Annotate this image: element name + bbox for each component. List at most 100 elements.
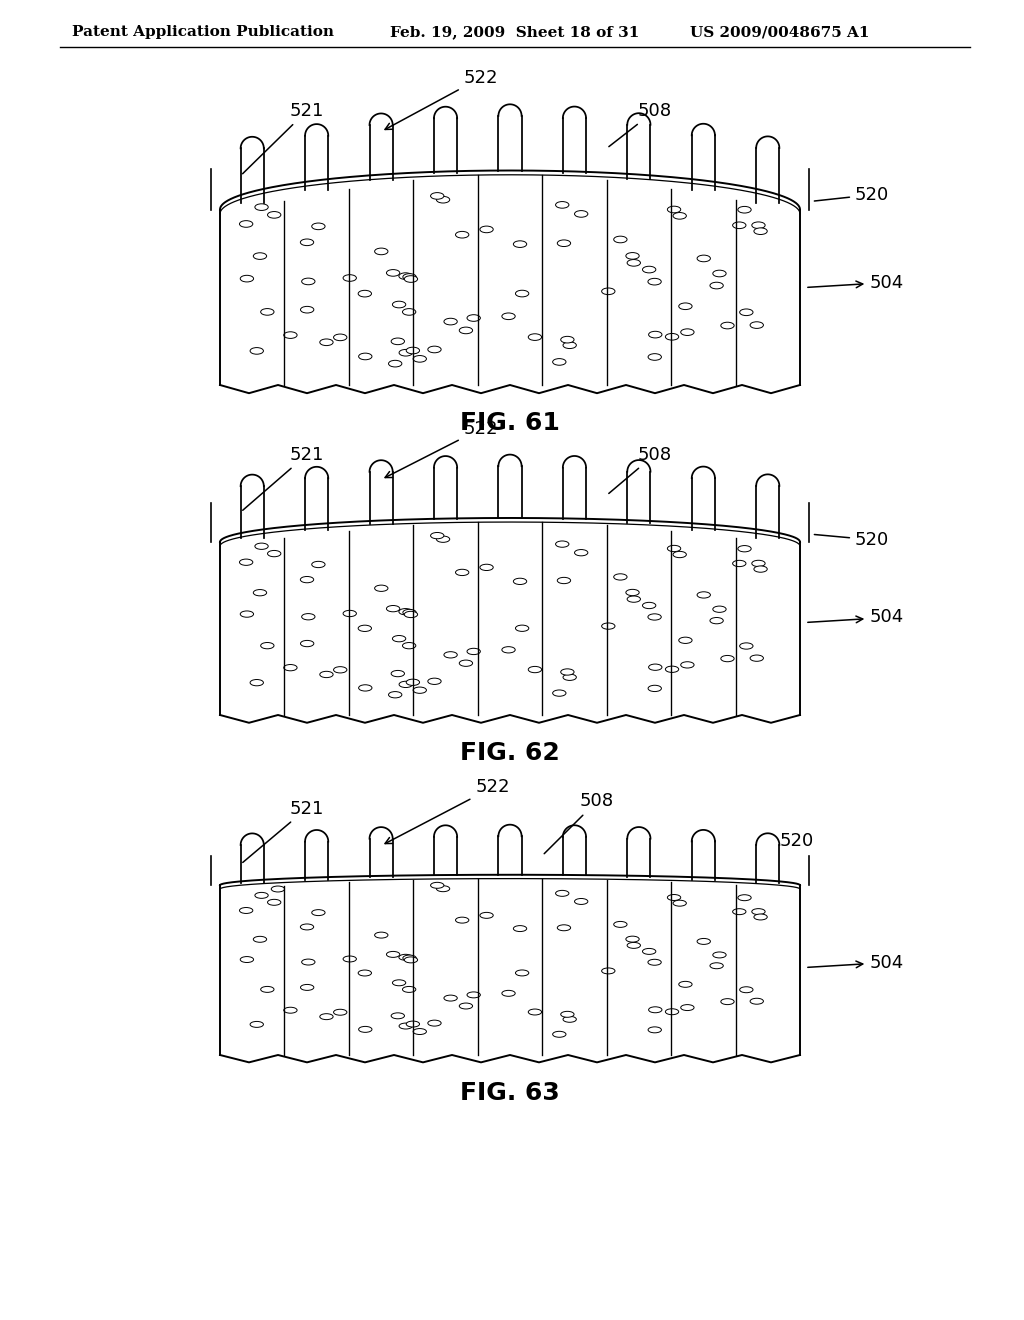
Ellipse shape — [402, 610, 416, 615]
Ellipse shape — [300, 924, 313, 929]
Ellipse shape — [407, 678, 420, 685]
Ellipse shape — [574, 211, 588, 218]
Text: 521: 521 — [243, 446, 324, 511]
Text: 520: 520 — [814, 531, 889, 549]
Ellipse shape — [375, 932, 388, 939]
Ellipse shape — [402, 956, 416, 961]
Ellipse shape — [738, 895, 752, 900]
Ellipse shape — [334, 334, 347, 341]
Ellipse shape — [402, 643, 416, 649]
Ellipse shape — [413, 1028, 426, 1035]
Ellipse shape — [375, 585, 388, 591]
Ellipse shape — [253, 936, 266, 942]
Ellipse shape — [673, 213, 686, 219]
Ellipse shape — [648, 354, 662, 360]
Ellipse shape — [648, 960, 662, 965]
Ellipse shape — [388, 692, 401, 698]
Ellipse shape — [261, 986, 274, 993]
Ellipse shape — [602, 623, 615, 630]
Ellipse shape — [399, 681, 413, 688]
Ellipse shape — [343, 956, 356, 962]
Ellipse shape — [528, 1008, 542, 1015]
Ellipse shape — [528, 667, 542, 673]
Ellipse shape — [300, 577, 313, 582]
Ellipse shape — [391, 1012, 404, 1019]
Ellipse shape — [668, 545, 681, 552]
Ellipse shape — [430, 532, 443, 539]
Text: 521: 521 — [243, 102, 324, 174]
Ellipse shape — [402, 986, 416, 993]
Ellipse shape — [721, 322, 734, 329]
Ellipse shape — [561, 337, 574, 343]
Ellipse shape — [515, 626, 528, 631]
Ellipse shape — [358, 970, 372, 975]
Ellipse shape — [302, 279, 315, 285]
Ellipse shape — [613, 236, 627, 243]
Ellipse shape — [648, 614, 662, 620]
Ellipse shape — [732, 560, 745, 566]
Ellipse shape — [456, 231, 469, 238]
Ellipse shape — [648, 685, 662, 692]
Ellipse shape — [467, 648, 480, 655]
Ellipse shape — [267, 550, 281, 557]
Ellipse shape — [713, 271, 726, 277]
Ellipse shape — [444, 995, 458, 1001]
Ellipse shape — [556, 202, 569, 209]
Ellipse shape — [391, 338, 404, 345]
Ellipse shape — [300, 306, 313, 313]
Ellipse shape — [648, 664, 662, 671]
Ellipse shape — [459, 660, 473, 667]
Text: 504: 504 — [808, 953, 904, 972]
Ellipse shape — [673, 900, 686, 906]
Ellipse shape — [467, 991, 480, 998]
Ellipse shape — [751, 998, 764, 1005]
Ellipse shape — [739, 987, 753, 993]
Ellipse shape — [428, 346, 441, 352]
Ellipse shape — [681, 1005, 694, 1011]
Ellipse shape — [358, 290, 372, 297]
Ellipse shape — [358, 626, 372, 631]
Ellipse shape — [739, 309, 753, 315]
Ellipse shape — [563, 342, 577, 348]
Ellipse shape — [648, 279, 662, 285]
Ellipse shape — [444, 652, 458, 657]
Ellipse shape — [515, 970, 528, 975]
Text: Feb. 19, 2009  Sheet 18 of 31: Feb. 19, 2009 Sheet 18 of 31 — [390, 25, 639, 40]
Ellipse shape — [253, 590, 266, 595]
Ellipse shape — [413, 355, 426, 362]
Ellipse shape — [386, 952, 399, 957]
Ellipse shape — [250, 680, 263, 686]
Ellipse shape — [436, 197, 450, 203]
Ellipse shape — [459, 327, 473, 334]
Ellipse shape — [666, 1008, 679, 1015]
Ellipse shape — [697, 255, 711, 261]
Ellipse shape — [673, 552, 686, 557]
Ellipse shape — [754, 228, 767, 235]
Ellipse shape — [642, 949, 655, 954]
Ellipse shape — [642, 267, 655, 273]
Ellipse shape — [241, 276, 254, 282]
Ellipse shape — [391, 671, 404, 677]
Ellipse shape — [456, 917, 469, 923]
Ellipse shape — [467, 314, 480, 321]
Ellipse shape — [300, 239, 313, 246]
Ellipse shape — [456, 569, 469, 576]
Ellipse shape — [553, 690, 566, 696]
Ellipse shape — [739, 643, 753, 649]
Ellipse shape — [267, 899, 281, 906]
Text: 521: 521 — [243, 800, 324, 862]
Ellipse shape — [502, 990, 515, 997]
Ellipse shape — [561, 1011, 574, 1018]
Ellipse shape — [574, 899, 588, 904]
Ellipse shape — [300, 985, 313, 990]
Ellipse shape — [459, 1003, 473, 1008]
Ellipse shape — [502, 647, 515, 653]
Ellipse shape — [752, 560, 765, 566]
Ellipse shape — [627, 260, 640, 267]
Ellipse shape — [343, 610, 356, 616]
Ellipse shape — [311, 909, 325, 916]
Ellipse shape — [480, 912, 494, 919]
Ellipse shape — [399, 954, 413, 960]
Ellipse shape — [515, 290, 528, 297]
Ellipse shape — [399, 1023, 413, 1030]
